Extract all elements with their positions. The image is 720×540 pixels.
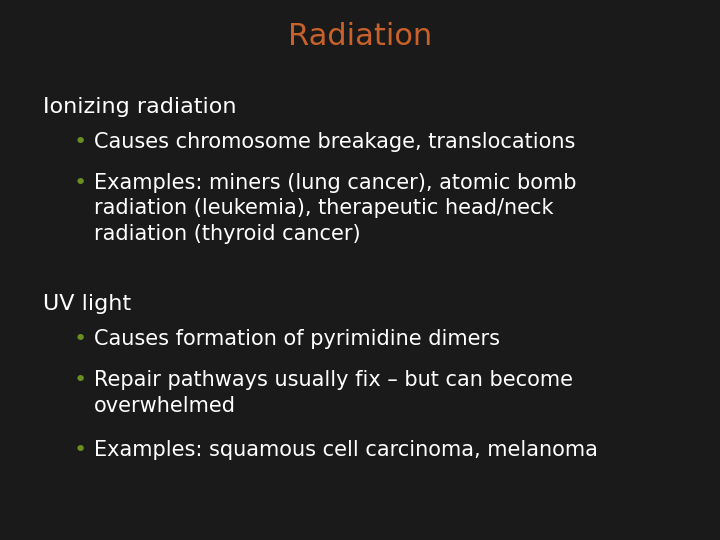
Text: Causes chromosome breakage, translocations: Causes chromosome breakage, translocatio… bbox=[94, 132, 575, 152]
Text: Causes formation of pyrimidine dimers: Causes formation of pyrimidine dimers bbox=[94, 329, 500, 349]
Text: •: • bbox=[73, 132, 86, 152]
Text: Examples: squamous cell carcinoma, melanoma: Examples: squamous cell carcinoma, melan… bbox=[94, 440, 598, 460]
Text: •: • bbox=[73, 440, 86, 460]
Text: Examples: miners (lung cancer), atomic bomb
radiation (leukemia), therapeutic he: Examples: miners (lung cancer), atomic b… bbox=[94, 173, 576, 244]
Text: Radiation: Radiation bbox=[288, 22, 432, 51]
Text: •: • bbox=[73, 329, 86, 349]
Text: •: • bbox=[73, 370, 86, 390]
Text: Repair pathways usually fix – but can become
overwhelmed: Repair pathways usually fix – but can be… bbox=[94, 370, 572, 415]
Text: UV light: UV light bbox=[43, 294, 131, 314]
Text: Ionizing radiation: Ionizing radiation bbox=[43, 97, 237, 117]
Text: •: • bbox=[73, 173, 86, 193]
